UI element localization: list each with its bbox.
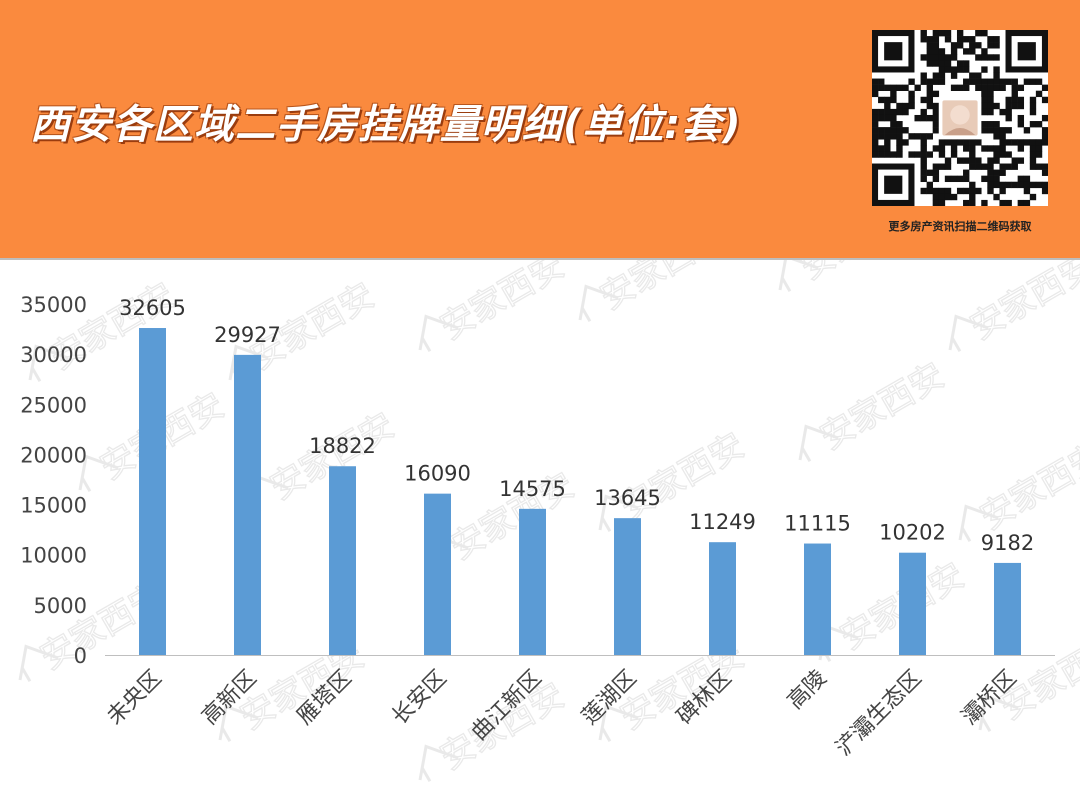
bar (519, 508, 546, 655)
chart-area: 安家西安 安家西安 安家西安 安家西安 安家西安 安家西安 安家西安 安家西安 安家西安 安家西安… (0, 258, 1080, 810)
avatar-icon (938, 96, 982, 140)
x-tick-label: 浐灞生态区 (831, 666, 926, 761)
y-tick-label: 5000 (34, 594, 87, 618)
data-label: 11115 (784, 512, 851, 536)
bar (329, 466, 356, 655)
watermark: 安家西安 (798, 355, 952, 462)
y-tick-label: 15000 (20, 494, 87, 518)
svg-text:安家西安: 安家西安 (593, 260, 731, 318)
svg-text:安家西安: 安家西安 (963, 260, 1080, 348)
qr-finder-marker (872, 163, 915, 206)
svg-text:安家西安: 安家西安 (793, 260, 931, 288)
watermark: 安家西安 (418, 260, 572, 352)
qr-finder-marker (1005, 30, 1048, 73)
watermark: 安家西安 (778, 260, 932, 292)
bar (234, 354, 261, 655)
bar (424, 493, 451, 655)
data-label: 10202 (879, 521, 946, 545)
bar (804, 543, 831, 655)
qr-finder-marker (872, 30, 915, 73)
page-title: 西安各区域二手房挂牌量明细(单位:套) (30, 102, 742, 148)
data-label: 32605 (119, 296, 186, 320)
bar (614, 518, 641, 655)
data-label: 11249 (689, 510, 756, 534)
y-tick-label: 10000 (20, 544, 87, 568)
x-tick-label: 长安区 (387, 666, 451, 730)
svg-text:安家西安: 安家西安 (813, 355, 951, 458)
header-banner: 西安各区域二手房挂牌量明细(单位:套) 更多房产资讯扫描二维码获取 (0, 0, 1080, 258)
y-tick-label: 20000 (20, 443, 87, 467)
bar (709, 542, 736, 655)
x-tick-label: 高陵 (783, 666, 832, 715)
data-labels: 32605 29927 18822 16090 14575 13645 11249 11115… (119, 296, 1034, 555)
svg-text:安家西安: 安家西安 (973, 435, 1080, 538)
y-tick-label: 35000 (20, 293, 87, 317)
data-label: 16090 (404, 462, 471, 486)
data-label: 14575 (499, 477, 566, 501)
bar (139, 328, 166, 655)
bar (994, 562, 1021, 655)
y-axis: 0 5000 10000 15000 20000 25000 30000 35000 (20, 293, 87, 668)
svg-text:安家西安: 安家西安 (433, 260, 571, 348)
watermark: 安家西安 (578, 260, 732, 322)
bar-series (139, 328, 1021, 655)
watermark: 安家西安 (948, 260, 1080, 352)
qr-modules (872, 30, 1048, 206)
watermark: 安家西安 (978, 625, 1080, 732)
bar (899, 552, 926, 655)
qr-caption: 更多房产资讯扫描二维码获取 (888, 220, 1032, 233)
data-label: 29927 (214, 323, 281, 347)
y-tick-label: 0 (74, 644, 87, 668)
x-tick-label: 未央区 (102, 666, 166, 730)
data-label: 18822 (309, 434, 376, 458)
y-tick-label: 25000 (20, 393, 87, 417)
data-label: 9182 (981, 531, 1034, 555)
y-tick-label: 30000 (20, 343, 87, 367)
data-label: 13645 (594, 486, 661, 510)
qr-code-icon[interactable] (872, 30, 1048, 206)
watermark: 安家西安 (248, 405, 402, 512)
